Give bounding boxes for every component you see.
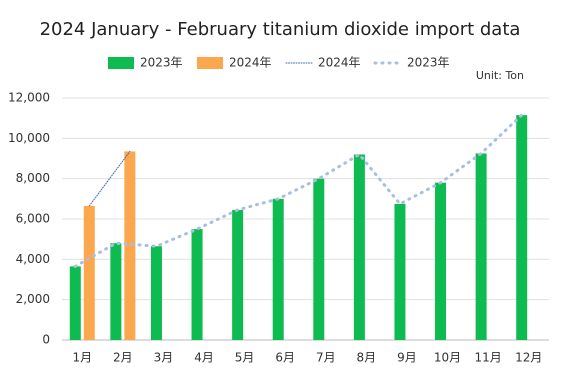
x-tick-label: 1月 bbox=[72, 351, 92, 365]
legend-label: 2023年 bbox=[407, 56, 450, 70]
y-tick-label: 10,000 bbox=[8, 131, 50, 145]
x-tick-label: 10月 bbox=[434, 351, 461, 365]
bar bbox=[435, 182, 447, 340]
x-tick-label: 9月 bbox=[397, 351, 417, 365]
bar bbox=[150, 246, 162, 340]
bar bbox=[124, 151, 136, 340]
bar bbox=[83, 205, 95, 340]
bar bbox=[516, 115, 528, 341]
line bbox=[73, 113, 524, 268]
unit-label: Unit: Ton bbox=[476, 69, 524, 82]
bar bbox=[394, 203, 406, 340]
legend-label: 2024年 bbox=[318, 56, 361, 70]
bar bbox=[69, 266, 81, 340]
x-tick-label: 4月 bbox=[194, 351, 214, 365]
bar bbox=[353, 154, 365, 340]
legend-swatch bbox=[197, 57, 223, 69]
x-tick-label: 6月 bbox=[275, 351, 295, 365]
x-tick-label: 3月 bbox=[154, 351, 174, 365]
y-tick-label: 12,000 bbox=[8, 91, 50, 105]
x-tick-label: 2月 bbox=[113, 351, 133, 365]
y-tick-label: 2,000 bbox=[16, 292, 50, 306]
x-tick-label: 11月 bbox=[474, 351, 501, 365]
bar bbox=[191, 229, 203, 340]
x-tick-label: 7月 bbox=[316, 351, 336, 365]
legend-swatch bbox=[108, 57, 134, 69]
x-tick-label: 8月 bbox=[357, 351, 377, 365]
y-tick-label: 8,000 bbox=[16, 171, 50, 185]
y-tick-label: 6,000 bbox=[16, 212, 50, 226]
chart-title: 2024 January - February titanium dioxide… bbox=[40, 19, 521, 40]
x-tick-label: 5月 bbox=[235, 351, 255, 365]
legend-label: 2024年 bbox=[229, 56, 272, 70]
bar bbox=[272, 198, 284, 340]
legend-label: 2023年 bbox=[140, 56, 183, 70]
y-tick-label: 4,000 bbox=[16, 252, 50, 266]
bar bbox=[232, 209, 244, 340]
y-tick-label: 0 bbox=[42, 333, 50, 347]
bar bbox=[313, 178, 325, 340]
bar bbox=[475, 153, 487, 340]
bar bbox=[110, 243, 122, 340]
line bbox=[88, 150, 131, 207]
x-tick-label: 12月 bbox=[515, 351, 542, 365]
